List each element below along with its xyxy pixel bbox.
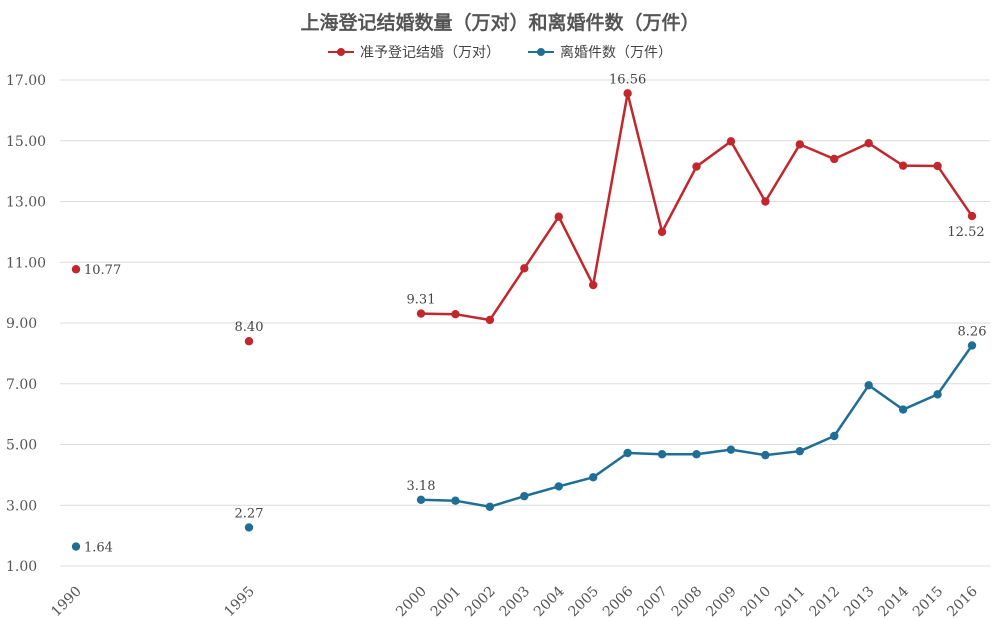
marriage-data-point xyxy=(692,162,701,171)
data-label: 12.52 xyxy=(947,225,984,240)
x-tick-label: 2009 xyxy=(703,584,740,619)
y-tick-label: 5.00 xyxy=(6,438,37,454)
data-label: 9.31 xyxy=(407,293,436,308)
marriage-data-point xyxy=(657,227,667,237)
divorce-data-point xyxy=(692,450,701,459)
marriage-data-point xyxy=(244,337,254,346)
x-tick-label: 2007 xyxy=(634,584,671,619)
chart-title: 上海登记结婚数量（万对）和离婚件数（万件） xyxy=(300,12,700,34)
y-tick-label: 3.00 xyxy=(6,498,37,514)
marriage-data-point xyxy=(588,280,598,290)
divorce-data-point xyxy=(554,482,563,491)
divorce-series-line xyxy=(420,344,974,509)
x-tick-label: 1990 xyxy=(48,584,85,619)
divorce-data-point xyxy=(71,542,81,551)
x-tick-label: 2010 xyxy=(738,584,775,619)
x-tick-label: 2002 xyxy=(462,584,499,619)
legend-swatch-marriage xyxy=(328,46,354,58)
marriage-series-line xyxy=(420,92,974,322)
x-tick-label: 2000 xyxy=(393,584,430,619)
divorce-data-point xyxy=(967,341,977,350)
chart-legend: 准予登记结婚（万对） 离婚件数（万件） xyxy=(0,42,1000,62)
marriage-data-point xyxy=(967,211,977,221)
x-tick-label: 2005 xyxy=(566,584,603,619)
data-label: 1.64 xyxy=(84,541,113,556)
divorce-data-point xyxy=(451,496,460,505)
divorce-data-point xyxy=(244,523,254,532)
data-label: 16.56 xyxy=(609,72,646,87)
legend-swatch-divorce xyxy=(528,46,554,58)
divorce-data-point xyxy=(830,431,839,441)
x-tick-label: 2016 xyxy=(944,583,981,619)
x-tick-label: 2014 xyxy=(875,583,912,619)
x-tick-label: 2001 xyxy=(428,584,465,619)
divorce-data-point xyxy=(933,390,942,399)
marriage-data-point xyxy=(485,315,495,325)
marriage-data-point xyxy=(761,197,770,206)
marriage-data-point xyxy=(864,138,873,148)
divorce-data-point xyxy=(898,405,908,414)
divorce-data-point xyxy=(623,448,632,458)
y-tick-label: 7.00 xyxy=(6,377,37,393)
divorce-data-point xyxy=(485,502,495,511)
data-label: 8.40 xyxy=(235,320,264,335)
data-label: 3.18 xyxy=(407,479,436,494)
legend-label-marriage: 准予登记结婚（万对） xyxy=(360,45,500,61)
divorce-data-point xyxy=(795,446,805,456)
divorce-data-point xyxy=(588,473,598,482)
x-tick-label: 2004 xyxy=(531,583,568,619)
data-label: 2.27 xyxy=(235,506,264,521)
marriage-data-point xyxy=(520,264,529,273)
divorce-data-point xyxy=(416,495,426,504)
y-tick-label: 11.00 xyxy=(6,255,46,271)
y-tick-label: 13.00 xyxy=(6,195,46,211)
marriage-data-point xyxy=(726,137,736,146)
x-tick-label: 1995 xyxy=(221,584,258,619)
x-tick-label: 2012 xyxy=(807,584,844,619)
x-tick-label: 2006 xyxy=(600,583,637,619)
y-tick-label: 17.00 xyxy=(6,73,46,89)
marriage-data-point xyxy=(451,309,460,319)
legend-item-divorce: 离婚件数（万件） xyxy=(528,42,672,62)
marriage-data-point xyxy=(898,161,908,170)
legend-label-divorce: 离婚件数（万件） xyxy=(560,45,672,61)
divorce-data-point xyxy=(726,445,736,454)
marriage-data-point xyxy=(795,140,805,149)
marriage-data-point xyxy=(933,161,942,171)
divorce-data-point xyxy=(864,381,873,390)
x-tick-label: 2008 xyxy=(669,584,706,619)
y-tick-label: 15.00 xyxy=(6,134,46,150)
divorce-data-point xyxy=(520,491,529,501)
divorce-data-point xyxy=(761,450,770,460)
marriage-data-point xyxy=(554,212,563,221)
data-label: 8.26 xyxy=(958,324,987,339)
marriage-data-point xyxy=(416,309,426,318)
legend-item-marriage: 准予登记结婚（万对） xyxy=(328,42,500,62)
divorce-data-point xyxy=(657,450,667,459)
y-tick-label: 1.00 xyxy=(6,559,37,575)
marriage-data-point xyxy=(71,265,81,274)
x-tick-label: 2003 xyxy=(497,584,534,619)
data-label: 10.77 xyxy=(84,263,121,278)
marriage-data-point xyxy=(623,89,632,98)
x-tick-label: 2011 xyxy=(772,584,809,619)
y-tick-label: 9.00 xyxy=(6,316,37,332)
marriage-data-point xyxy=(830,154,839,164)
x-tick-label: 2015 xyxy=(910,584,947,619)
x-tick-label: 2013 xyxy=(841,584,878,619)
